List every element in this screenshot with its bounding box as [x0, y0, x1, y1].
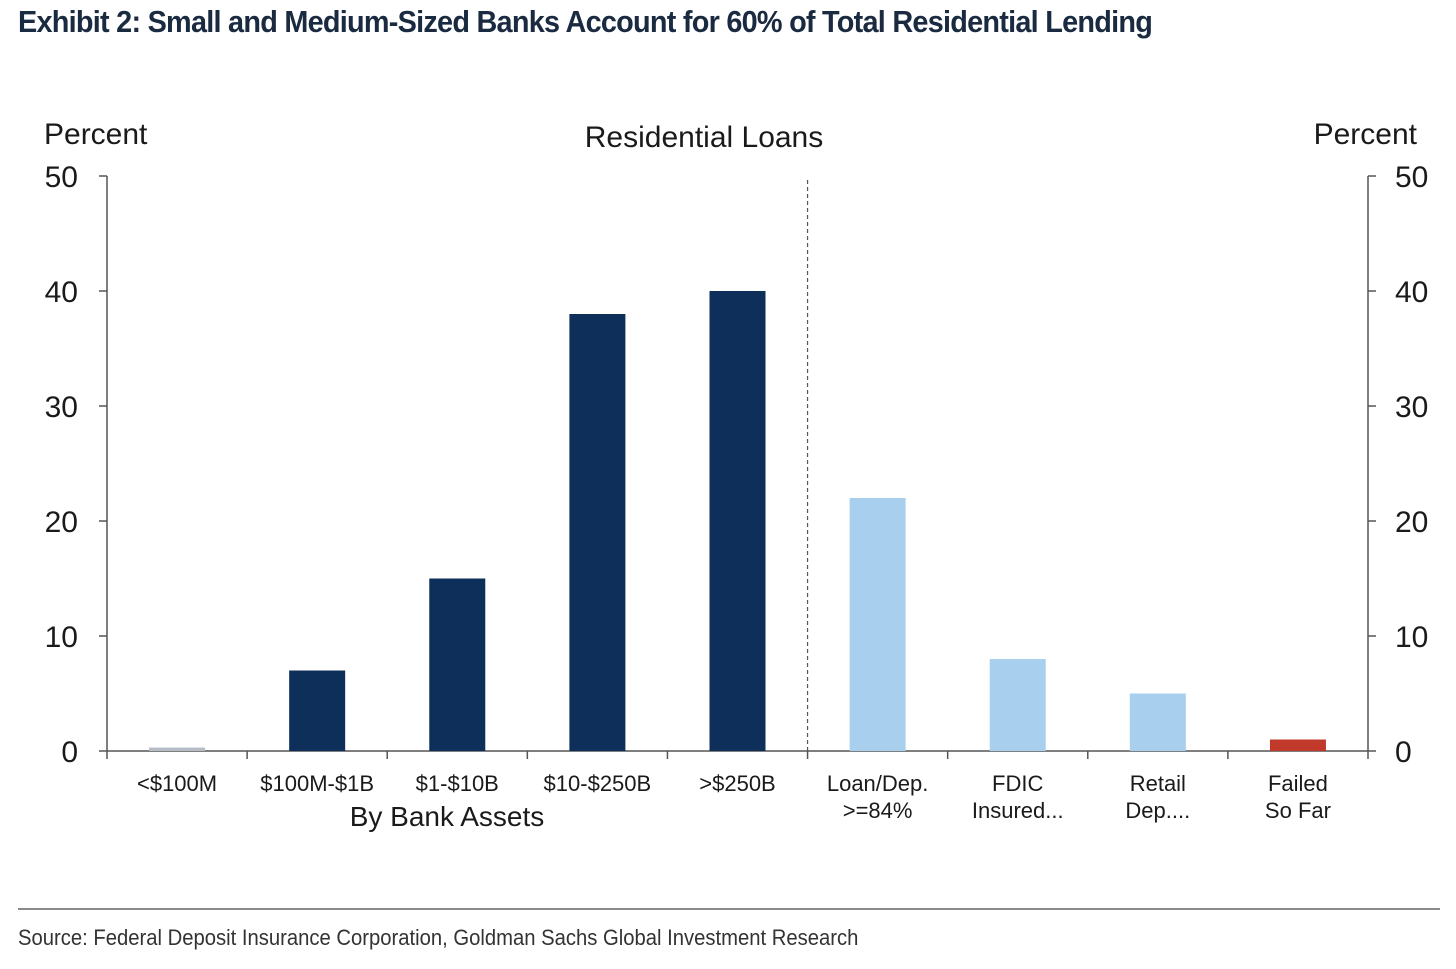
bar	[289, 670, 346, 751]
bar	[429, 578, 486, 751]
source-divider	[18, 908, 1440, 910]
bar	[569, 314, 626, 751]
y-tick-label-right: 10	[1395, 621, 1428, 654]
x-tick-label: Loan/Dep. >=84%	[827, 771, 929, 823]
x-tick-label: FDIC Insured...	[972, 771, 1064, 823]
source-note: Source: Federal Deposit Insurance Corpor…	[18, 925, 859, 950]
bar	[709, 291, 766, 751]
x-tick-label: Failed So Far	[1265, 771, 1331, 823]
bar	[149, 747, 206, 751]
bar	[849, 498, 906, 751]
x-tick-label: <$100M	[137, 771, 217, 796]
x-tick-label: >$250B	[699, 771, 775, 796]
y-tick-label-left: 0	[61, 736, 78, 769]
y-tick-label-left: 40	[45, 276, 78, 309]
x-tick-label: $1-$10B	[416, 771, 499, 796]
x-tick-label: $100M-$1B	[260, 771, 374, 796]
y-tick-label-right: 0	[1395, 736, 1412, 769]
y-tick-label-right: 30	[1395, 391, 1428, 424]
y-tick-label-left: 30	[45, 391, 78, 424]
y-tick-label-right: 20	[1395, 506, 1428, 539]
x-tick-label: $10-$250B	[544, 771, 652, 796]
y-axis-title-right: Percent	[1314, 118, 1418, 151]
y-tick-label-left: 20	[45, 506, 78, 539]
y-axis-title-left: Percent	[44, 118, 148, 151]
x-tick-label: Retail Dep....	[1125, 771, 1190, 823]
y-tick-label-left: 10	[45, 621, 78, 654]
chart-title: Residential Loans	[585, 121, 824, 154]
bar	[989, 659, 1046, 751]
bar	[1129, 693, 1186, 751]
exhibit-title: Exhibit 2: Small and Medium-Sized Banks …	[18, 4, 1153, 39]
bar	[1269, 739, 1326, 751]
y-tick-label-right: 40	[1395, 276, 1428, 309]
y-tick-label-left: 50	[45, 161, 78, 194]
y-tick-label-right: 50	[1395, 161, 1428, 194]
group-label-by-bank-assets: By Bank Assets	[350, 801, 545, 832]
residential-loans-chart: Percent Percent Residential Loans 0 0 10 10…	[44, 118, 1428, 832]
